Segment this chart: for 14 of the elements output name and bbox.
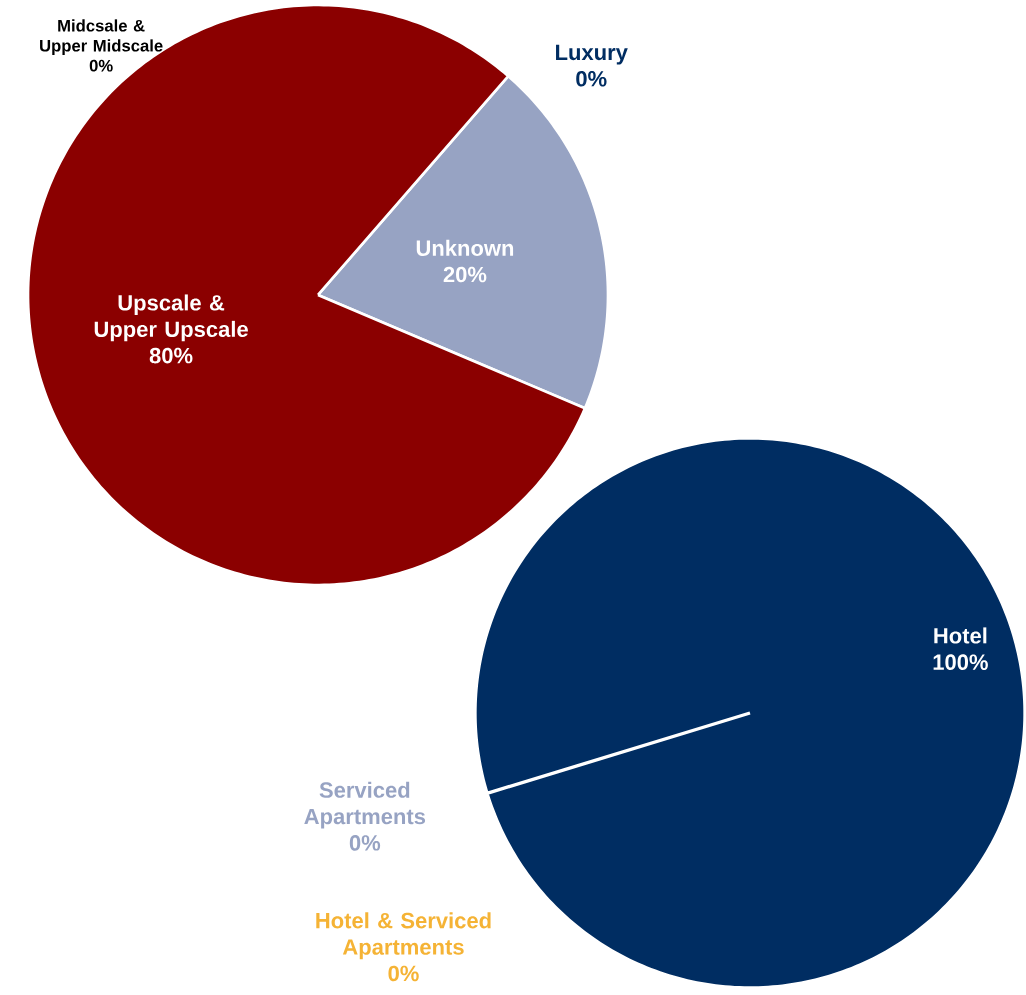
text: 0% [388, 965, 419, 982]
data-label: 100% [933, 654, 988, 670]
slice-label: Hotel [934, 627, 987, 644]
text: 0% [349, 835, 381, 851]
category-label: Serviced Apartments [304, 781, 426, 829]
data-label: 20% [443, 266, 487, 283]
category-label: Midcsale & Upper Midscale [40, 19, 163, 55]
text: 0% [576, 71, 607, 87]
data-label: 80% [149, 347, 193, 364]
text: 0% [89, 59, 113, 72]
slice-label: Unknown [416, 239, 514, 256]
category-label: Hotel & Serviced Apartments [316, 912, 491, 960]
category-label: Luxury [556, 44, 628, 65]
slice-label: Upscale & Upper Upscale [94, 294, 248, 342]
